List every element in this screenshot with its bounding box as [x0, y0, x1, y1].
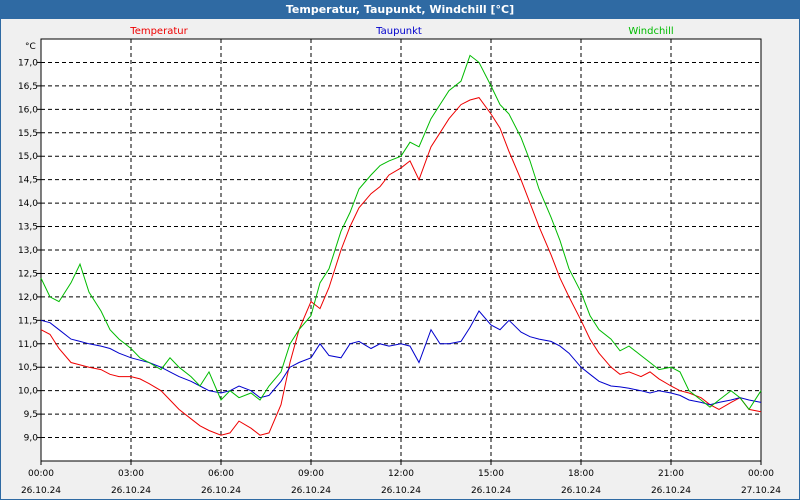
x-tick-date-label: 26.10.24 [651, 486, 691, 496]
legend: Temperatur Taupunkt Windchill [129, 26, 673, 37]
x-tick-time-label: 21:00 [658, 469, 684, 479]
y-tick-label: 15,0 [18, 152, 38, 162]
x-tick-date-label: 26.10.24 [111, 486, 151, 496]
y-tick-label: 15,5 [18, 129, 38, 139]
series-line-taupunkt [40, 310, 762, 406]
y-tick-label: 11,0 [18, 340, 38, 350]
x-tick-time-label: 18:00 [568, 469, 594, 479]
y-tick-label: 9,0 [24, 434, 39, 444]
x-tick-time-label: 09:00 [298, 469, 324, 479]
series-lines [40, 54, 762, 436]
x-tick-date-label: 27.10.24 [741, 486, 781, 496]
series-line-temperatur [40, 97, 762, 436]
line-chart: 9,0 9,5 10,0 10,5 11,0 11,5 12,0 12,5 13,0 13,5 14… [18, 26, 781, 496]
y-tick-label: 10,5 [18, 363, 38, 373]
y-tick-label: 9,5 [24, 410, 38, 420]
x-tick-time-label: 00:00 [28, 469, 54, 479]
legend-entry-windchill: Windchill [628, 26, 673, 37]
y-tick-label: 12,0 [18, 293, 38, 303]
y-axis-unit-label: °C [25, 42, 36, 52]
y-tick-label: 16,5 [18, 82, 38, 92]
x-tick-date-label: 26.10.24 [21, 486, 61, 496]
y-tick-label: 16,0 [18, 105, 38, 115]
y-tick-label: 17,0 [18, 58, 38, 68]
legend-entry-temperatur: Temperatur [129, 26, 188, 37]
y-tick-label: 14,5 [18, 176, 38, 186]
legend-entry-taupunkt: Taupunkt [375, 26, 422, 37]
x-tick-date-label: 26.10.24 [561, 486, 601, 496]
window-title: Temperatur, Taupunkt, Windchill [°C] [1, 1, 799, 19]
y-tick-label: 13,5 [18, 223, 38, 233]
y-tick-label: 12,5 [18, 269, 38, 279]
x-tick-date-label: 26.10.24 [291, 486, 331, 496]
x-tick-time-label: 06:00 [208, 469, 234, 479]
series-line-windchill [40, 54, 762, 411]
x-tick-date-label: 26.10.24 [381, 486, 421, 496]
x-axis-ticks: 00:00 26.10.24 03:00 26.10.24 06:00 26.10.24 0… [21, 461, 781, 496]
y-axis-ticks: 9,0 9,5 10,0 10,5 11,0 11,5 12,0 12,5 13,0 13,5 14… [18, 58, 41, 444]
x-tick-time-label: 15:00 [478, 469, 504, 479]
x-tick-date-label: 26.10.24 [201, 486, 241, 496]
y-tick-label: 14,0 [18, 199, 38, 209]
x-tick-date-label: 26.10.24 [471, 486, 511, 496]
y-tick-label: 10,0 [18, 387, 38, 397]
x-tick-time-label: 12:00 [388, 469, 414, 479]
y-tick-label: 13,0 [18, 246, 38, 256]
x-tick-time-label: 03:00 [118, 469, 144, 479]
x-tick-time-label: 00:00 [748, 469, 774, 479]
y-tick-label: 11,5 [18, 316, 38, 326]
